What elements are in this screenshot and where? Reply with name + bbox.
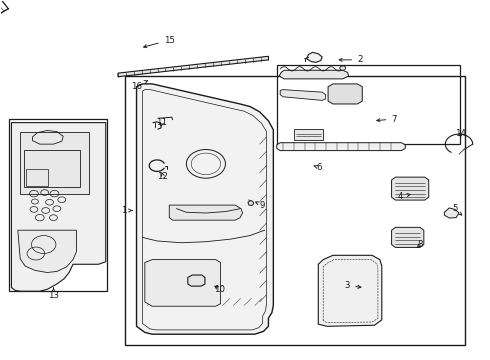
Bar	[20, 132, 89, 194]
Polygon shape	[444, 208, 459, 218]
Text: 7: 7	[377, 114, 397, 123]
Polygon shape	[279, 70, 348, 79]
Polygon shape	[392, 227, 424, 247]
Polygon shape	[392, 177, 429, 200]
Bar	[354, 92, 359, 98]
Text: 9: 9	[256, 201, 265, 210]
Bar	[125, 76, 465, 345]
Bar	[294, 129, 323, 140]
Text: 6: 6	[314, 163, 322, 172]
Bar	[30, 247, 57, 262]
Text: 13: 13	[48, 288, 59, 300]
Polygon shape	[11, 123, 106, 291]
Polygon shape	[188, 275, 205, 286]
Text: 15: 15	[144, 36, 175, 48]
Text: 10: 10	[214, 285, 225, 294]
Text: 11: 11	[156, 118, 168, 127]
Bar	[24, 149, 80, 187]
Bar	[9, 119, 107, 291]
Text: 12: 12	[157, 172, 169, 181]
Polygon shape	[280, 90, 326, 100]
Polygon shape	[277, 143, 405, 150]
Text: 14: 14	[456, 129, 466, 138]
Bar	[341, 92, 345, 98]
Polygon shape	[328, 84, 362, 104]
Text: 4: 4	[397, 192, 410, 201]
Text: 16: 16	[131, 81, 147, 91]
Bar	[199, 280, 202, 283]
Bar	[347, 92, 352, 98]
Polygon shape	[118, 56, 269, 77]
Bar	[26, 168, 48, 186]
Bar	[190, 280, 193, 283]
Text: 2: 2	[339, 55, 363, 64]
Bar	[195, 280, 197, 283]
Text: 5: 5	[452, 204, 462, 215]
Polygon shape	[137, 84, 273, 334]
Polygon shape	[307, 52, 322, 62]
Polygon shape	[145, 260, 220, 306]
Polygon shape	[248, 201, 254, 206]
Polygon shape	[169, 205, 243, 220]
Bar	[277, 65, 460, 144]
Bar	[334, 92, 339, 98]
Circle shape	[340, 66, 345, 70]
Polygon shape	[318, 255, 382, 326]
Polygon shape	[18, 230, 76, 273]
Text: 3: 3	[345, 281, 361, 290]
Text: 1: 1	[121, 206, 132, 215]
Text: 8: 8	[417, 240, 423, 249]
